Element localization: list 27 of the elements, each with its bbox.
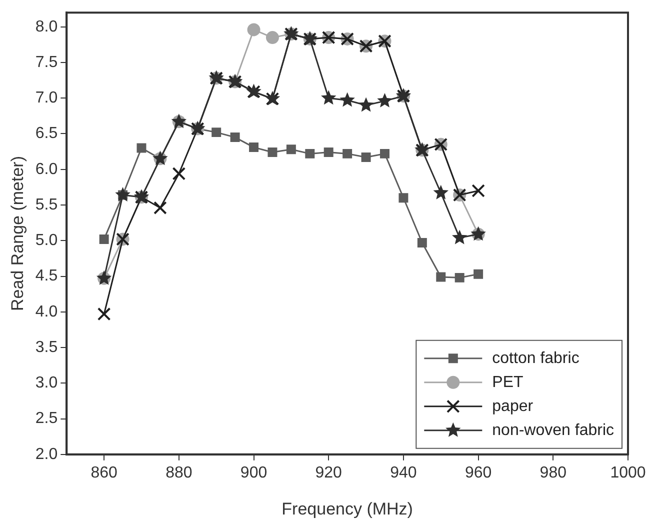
- y-tick-label: 3.0: [35, 374, 58, 392]
- y-tick-label: 2.5: [35, 410, 58, 428]
- y-tick-label: 5.0: [35, 232, 58, 250]
- x-tick-label: 1000: [610, 464, 646, 482]
- y-tick-label: 6.5: [35, 125, 58, 142]
- y-tick-label: 5.5: [35, 196, 58, 214]
- y-tick-label: 7.5: [35, 54, 58, 71]
- y-tick-label: 4.5: [35, 268, 58, 285]
- y-tick-label: 8.0: [35, 18, 58, 36]
- x-tick-label: 940: [390, 464, 417, 482]
- legend-label: non-woven fabric: [492, 422, 614, 439]
- legend-label: PET: [492, 374, 524, 391]
- x-tick-label: 860: [90, 464, 118, 482]
- y-axis-title: Read Range (meter): [8, 156, 27, 311]
- legend-label: paper: [492, 398, 534, 415]
- y-tick-label: 4.0: [35, 303, 58, 320]
- x-tick-label: 900: [240, 464, 268, 482]
- x-tick-label: 980: [540, 464, 567, 482]
- x-tick-label: 960: [464, 464, 492, 482]
- y-tick-label: 6.0: [35, 160, 58, 178]
- y-tick-label: 7.0: [35, 90, 58, 107]
- y-tick-label: 3.5: [35, 338, 58, 356]
- x-tick-label: 880: [166, 464, 192, 482]
- legend-label: cotton fabric: [492, 350, 580, 367]
- y-tick-label: 2.0: [35, 446, 58, 463]
- x-axis-title: Frequency (MHz): [282, 499, 413, 518]
- x-tick-label: 920: [315, 464, 342, 482]
